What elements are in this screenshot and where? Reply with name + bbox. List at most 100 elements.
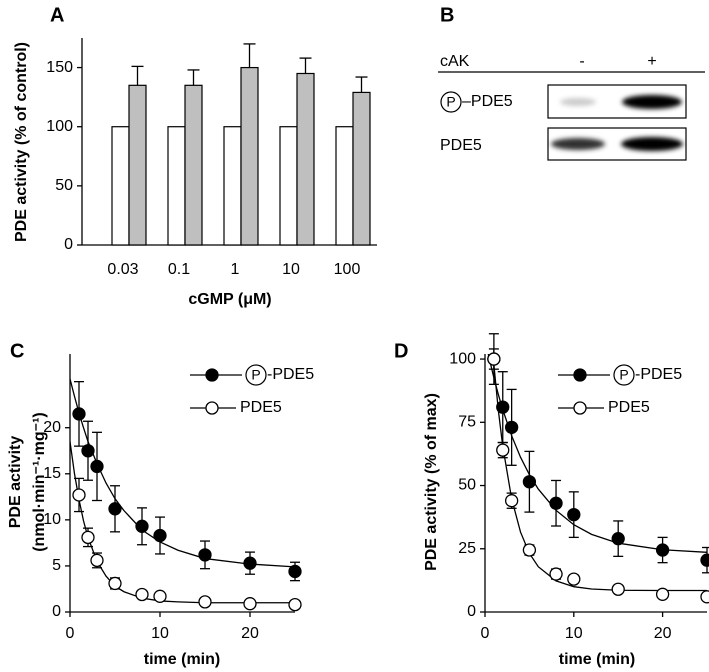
data-point [522,475,537,489]
data-point [611,531,625,546]
x-tick-label: 20 [654,625,672,642]
panel-label: C [10,340,24,362]
data-point [108,502,122,516]
y-tick-label: 100 [449,350,476,367]
data-point [496,400,510,414]
y-tick-label: 20 [43,419,61,436]
y-axis-label: PDE activity (% of control) [13,42,30,242]
legend-label: -PDE5 [635,366,682,383]
y-tick-label: 5 [52,557,61,574]
blot-band [621,137,683,151]
legend-prefix: P [251,367,260,383]
data-point [81,444,95,458]
phospho-circle [440,91,462,113]
data-point [72,488,86,502]
bar [279,126,298,246]
data-point [567,572,581,586]
legend-label: PDE5 [240,399,282,416]
data-point [700,590,709,604]
error-bar [243,43,256,68]
data-point [153,528,167,543]
legend-badge [245,364,267,386]
panel-label: D [394,340,408,362]
y-tick-label: 0 [64,236,73,253]
fit-curve [70,441,295,604]
x-tick-label: 0 [66,625,75,642]
y-tick-label: 100 [46,118,73,135]
data-point [72,407,86,421]
y-tick-label: 50 [458,477,476,494]
x-tick-label: 0 [481,625,490,642]
x-tick-label: 100 [334,261,361,278]
x-tick-label: 1 [231,261,240,278]
row-prefix: P [446,94,455,110]
bar [128,84,147,246]
data-point [90,459,104,474]
x-axis-label: time (min) [559,651,635,668]
x-tick-label: 0.03 [107,261,138,278]
data-point [504,494,519,508]
blot-band [551,138,605,150]
error-bar [299,57,312,74]
bar [240,66,259,246]
legend-badge [613,364,635,386]
data-point [288,564,302,579]
data-point [655,543,670,557]
data-point [198,548,212,562]
data-point [496,443,510,457]
panel-label: A [50,4,64,26]
panel-b: B cAK - + P –PDE5 PDE5 [438,4,705,161]
data-point [81,530,95,545]
data-point [135,587,149,602]
legend-prefix: P [619,367,628,383]
data-point [522,543,537,557]
blot-band [560,98,596,106]
data-point [90,553,104,568]
y-tick-label: 0 [52,603,61,620]
y-tick-label: 15 [43,465,61,482]
legend-marker [205,368,219,382]
x-axis-label: cGMP (μM) [188,291,271,308]
bar [223,126,242,246]
data-point [153,589,167,603]
y-tick-label: 25 [458,540,476,557]
error-bar [187,69,200,86]
data-point [135,519,149,533]
y-tick-label: 50 [55,177,73,194]
bar [352,91,371,246]
bar [335,126,354,246]
bar [111,126,130,246]
y-axis-label: PDE activity [7,436,24,529]
legend-label: PDE5 [608,399,650,416]
y-tick-label: 0 [467,603,476,620]
error-bar [131,65,144,86]
legend-marker [573,401,587,415]
error-bar [355,76,368,93]
blot-header: cAK [440,53,470,70]
y-axis-label: (nmol·min⁻¹·mg⁻¹) [31,412,48,552]
fit-curve [492,354,707,592]
data-point [700,553,709,567]
x-tick-label: 0.1 [168,261,190,278]
data-point [243,597,257,611]
data-point [288,597,302,612]
data-point [655,587,670,601]
x-tick-label: 20 [241,625,259,642]
legend-marker [205,401,219,415]
y-axis-label: PDE activity (% of max) [423,393,440,571]
blot-band [622,95,682,109]
data-point [198,595,212,609]
x-tick-label: 10 [565,625,583,642]
data-point [243,556,257,570]
y-tick-label: 150 [46,59,73,76]
bar [296,72,315,246]
lane-label: + [647,53,656,70]
data-point [611,582,625,596]
lane-label: - [579,53,584,70]
bar [167,126,186,246]
data-point [549,496,563,510]
data-point [567,507,581,522]
data-point [487,352,501,366]
